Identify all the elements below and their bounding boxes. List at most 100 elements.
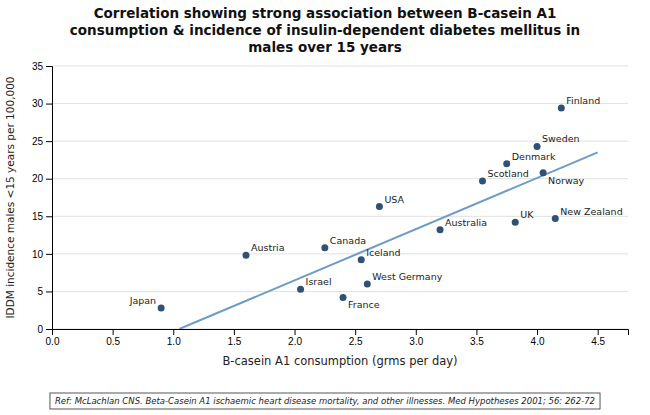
tick: 2.5 <box>349 329 363 347</box>
title: Correlation showing strong association b… <box>70 5 580 55</box>
tick: 2.0 <box>288 329 302 347</box>
point <box>243 252 250 259</box>
grid-line <box>52 66 628 67</box>
tick: 0.0 <box>46 329 60 347</box>
point-label: Israel <box>306 276 332 287</box>
point <box>534 143 541 150</box>
point <box>512 219 519 226</box>
point-label: UK <box>520 209 534 220</box>
point <box>552 215 559 222</box>
tick: 0.5 <box>106 329 120 347</box>
tick-label: 0.5 <box>106 336 120 347</box>
tick: 3.0 <box>409 329 423 347</box>
tick-mark <box>46 254 52 255</box>
tick-label: 2.0 <box>288 336 302 347</box>
point-label: Sweden <box>542 133 580 144</box>
grid-line <box>52 253 628 254</box>
tick-label: 10 <box>32 249 44 260</box>
axis-line <box>46 67 53 330</box>
point-label: Norway <box>548 175 584 186</box>
title-line: consumption & incidence of insulin-depen… <box>70 22 580 38</box>
tick: 25 <box>32 136 52 147</box>
point <box>321 244 328 251</box>
tick-label: 4.5 <box>591 336 605 347</box>
point <box>437 226 444 233</box>
point-label: Austria <box>251 242 285 253</box>
tick: 15 <box>32 211 52 222</box>
tick-label: 35 <box>32 61 44 72</box>
marks <box>158 105 598 329</box>
point-label: Finland <box>566 95 600 106</box>
tick-mark <box>46 179 52 180</box>
point <box>158 304 165 311</box>
tick-mark <box>46 66 52 67</box>
tick-mark <box>46 141 52 142</box>
grid-line <box>52 291 628 292</box>
point <box>297 286 304 293</box>
point-label: West Germany <box>372 271 442 282</box>
point-label: Denmark <box>512 151 556 162</box>
tick: 1.0 <box>167 329 181 347</box>
tick: 20 <box>32 173 52 184</box>
point <box>364 280 371 287</box>
chart: 0.0 0.5 1.0 1.5 2.0 2.5 3.0 3.5 4.0 4.5 0 5 10 15 20 25… <box>0 0 650 415</box>
grid <box>52 66 628 329</box>
tick-label: 30 <box>32 98 44 109</box>
tick-label: 5 <box>37 286 43 297</box>
point-label: Scotland <box>487 168 528 179</box>
point <box>479 177 486 184</box>
tick-mark <box>234 329 235 335</box>
tick: 4.0 <box>531 329 545 347</box>
point-label: Japan <box>129 295 157 306</box>
tick: 35 <box>32 61 52 72</box>
tick-label: 15 <box>32 211 44 222</box>
tick-label: 0.0 <box>46 336 60 347</box>
trendline <box>179 152 597 329</box>
tick-mark <box>46 329 52 330</box>
tick: 30 <box>32 98 52 109</box>
point <box>540 169 547 176</box>
point <box>376 203 383 210</box>
title-line: males over 15 years <box>248 39 402 55</box>
point-label: Canada <box>330 235 366 246</box>
point <box>358 256 365 263</box>
tick-label: 1.0 <box>167 336 181 347</box>
tick-label: 3.5 <box>470 336 484 347</box>
title-line: Correlation showing strong association b… <box>94 5 557 21</box>
tick: 10 <box>32 249 52 260</box>
point-label: New Zealand <box>560 206 622 217</box>
point <box>558 105 565 112</box>
plot: 0.0 0.5 1.0 1.5 2.0 2.5 3.0 3.5 4.0 4.5 0 5 10 15 20 25… <box>32 61 629 347</box>
tick-mark <box>46 104 52 105</box>
tick-label: 0 <box>37 324 43 335</box>
tick-mark <box>537 329 538 335</box>
tick-label: 2.5 <box>349 336 363 347</box>
y-axis: 0 5 10 15 20 25 30 35 <box>32 61 53 335</box>
tick-mark <box>173 329 174 335</box>
point-label: Australia <box>445 217 487 228</box>
x-axis-title: B-casein A1 consumption (grms per day) <box>222 354 457 368</box>
point-labels: Japan Austria Israel Canada France Iceland Wes… <box>129 95 623 310</box>
grid-line <box>52 178 628 179</box>
tick-mark <box>46 291 52 292</box>
tick-mark <box>113 329 114 335</box>
tick-label: 1.5 <box>227 336 241 347</box>
point-label: France <box>348 299 380 310</box>
x-axis: 0.0 0.5 1.0 1.5 2.0 2.5 3.0 3.5 4.0 4.5 <box>46 329 629 347</box>
tick: 3.5 <box>470 329 484 347</box>
tick-mark <box>598 329 599 335</box>
tick-label: 4.0 <box>531 336 545 347</box>
axis-line <box>53 330 629 336</box>
tick: 4.5 <box>591 329 605 347</box>
point <box>503 160 510 167</box>
point <box>340 294 347 301</box>
reference-box <box>50 393 600 409</box>
point-label: Iceland <box>366 247 400 258</box>
reference: Ref: McLachlan CNS. Beta-Casein A1 ischa… <box>50 393 600 409</box>
tick-label: 20 <box>32 173 44 184</box>
tick-mark <box>295 329 296 335</box>
tick-mark <box>416 329 417 335</box>
tick: 5 <box>37 286 52 297</box>
tick-label: 3.0 <box>409 336 423 347</box>
tick-mark <box>355 329 356 335</box>
